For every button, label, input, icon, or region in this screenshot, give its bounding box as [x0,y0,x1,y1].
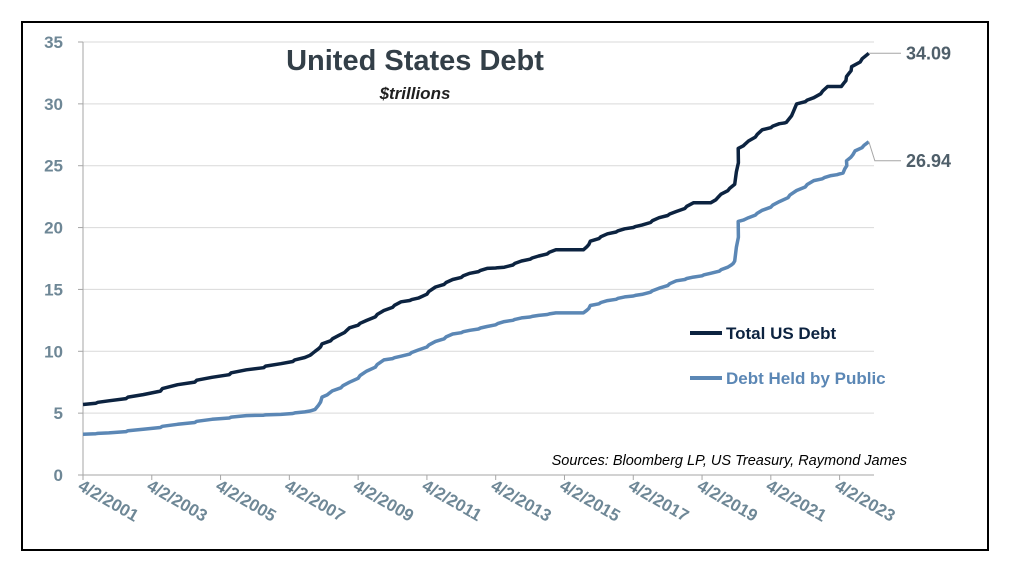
y-tick-label: 30 [44,95,63,114]
x-tick-label: 4/2/2009 [350,476,417,526]
x-tick-label: 4/2/2001 [75,476,142,526]
x-tick-label: 4/2/2023 [832,476,899,526]
end-label-debt-held-by-public: 26.94 [906,151,951,171]
legend-label-total-us-debt: Total US Debt [726,324,837,343]
chart-subtitle: $trillions [379,84,451,103]
y-axis-ticks: 0 5 10 15 20 25 30 35 [44,33,63,485]
y-tick-label: 0 [54,466,63,485]
series-line-debt-held-by-public [82,140,870,436]
x-tick-label: 4/2/2017 [625,476,692,526]
series-lines [82,51,870,436]
y-tick-label: 15 [44,280,63,299]
series-line-total-us-debt [82,51,870,407]
x-tick-label: 4/2/2013 [488,476,555,526]
x-tick-label: 4/2/2007 [281,476,348,526]
x-tick-label: 4/2/2019 [694,476,761,526]
gridlines [83,41,874,414]
chart-frame: 0 5 10 15 20 25 30 35 4/2/2001 4/2/2003 4/2/2005 4… [21,21,989,551]
x-axis-ticks: 4/2/2001 4/2/2003 4/2/2005 4/2/2007 4/2/2009… [75,476,898,526]
legend: Total US Debt Debt Held by Public [690,324,886,388]
y-tick-label: 20 [44,219,63,238]
end-labels: 34.09 26.94 [868,43,951,171]
x-tick-label: 4/2/2021 [763,476,830,526]
x-tick-label: 4/2/2005 [213,476,280,526]
end-label-total-us-debt: 34.09 [906,43,951,63]
end-label-leader [868,141,901,162]
y-tick-label: 35 [44,33,63,52]
x-tick-label: 4/2/2015 [556,476,623,526]
legend-label-debt-held-by-public: Debt Held by Public [726,369,886,388]
source-note: Sources: Bloomberg LP, US Treasury, Raym… [552,453,907,469]
y-tick-label: 5 [54,404,63,423]
y-tick-label: 25 [44,157,63,176]
x-tick-label: 4/2/2011 [419,476,485,525]
y-tick-label: 10 [44,342,63,361]
chart-title: United States Debt [286,45,544,77]
axes [78,41,874,480]
x-tick-label: 4/2/2003 [144,476,211,526]
